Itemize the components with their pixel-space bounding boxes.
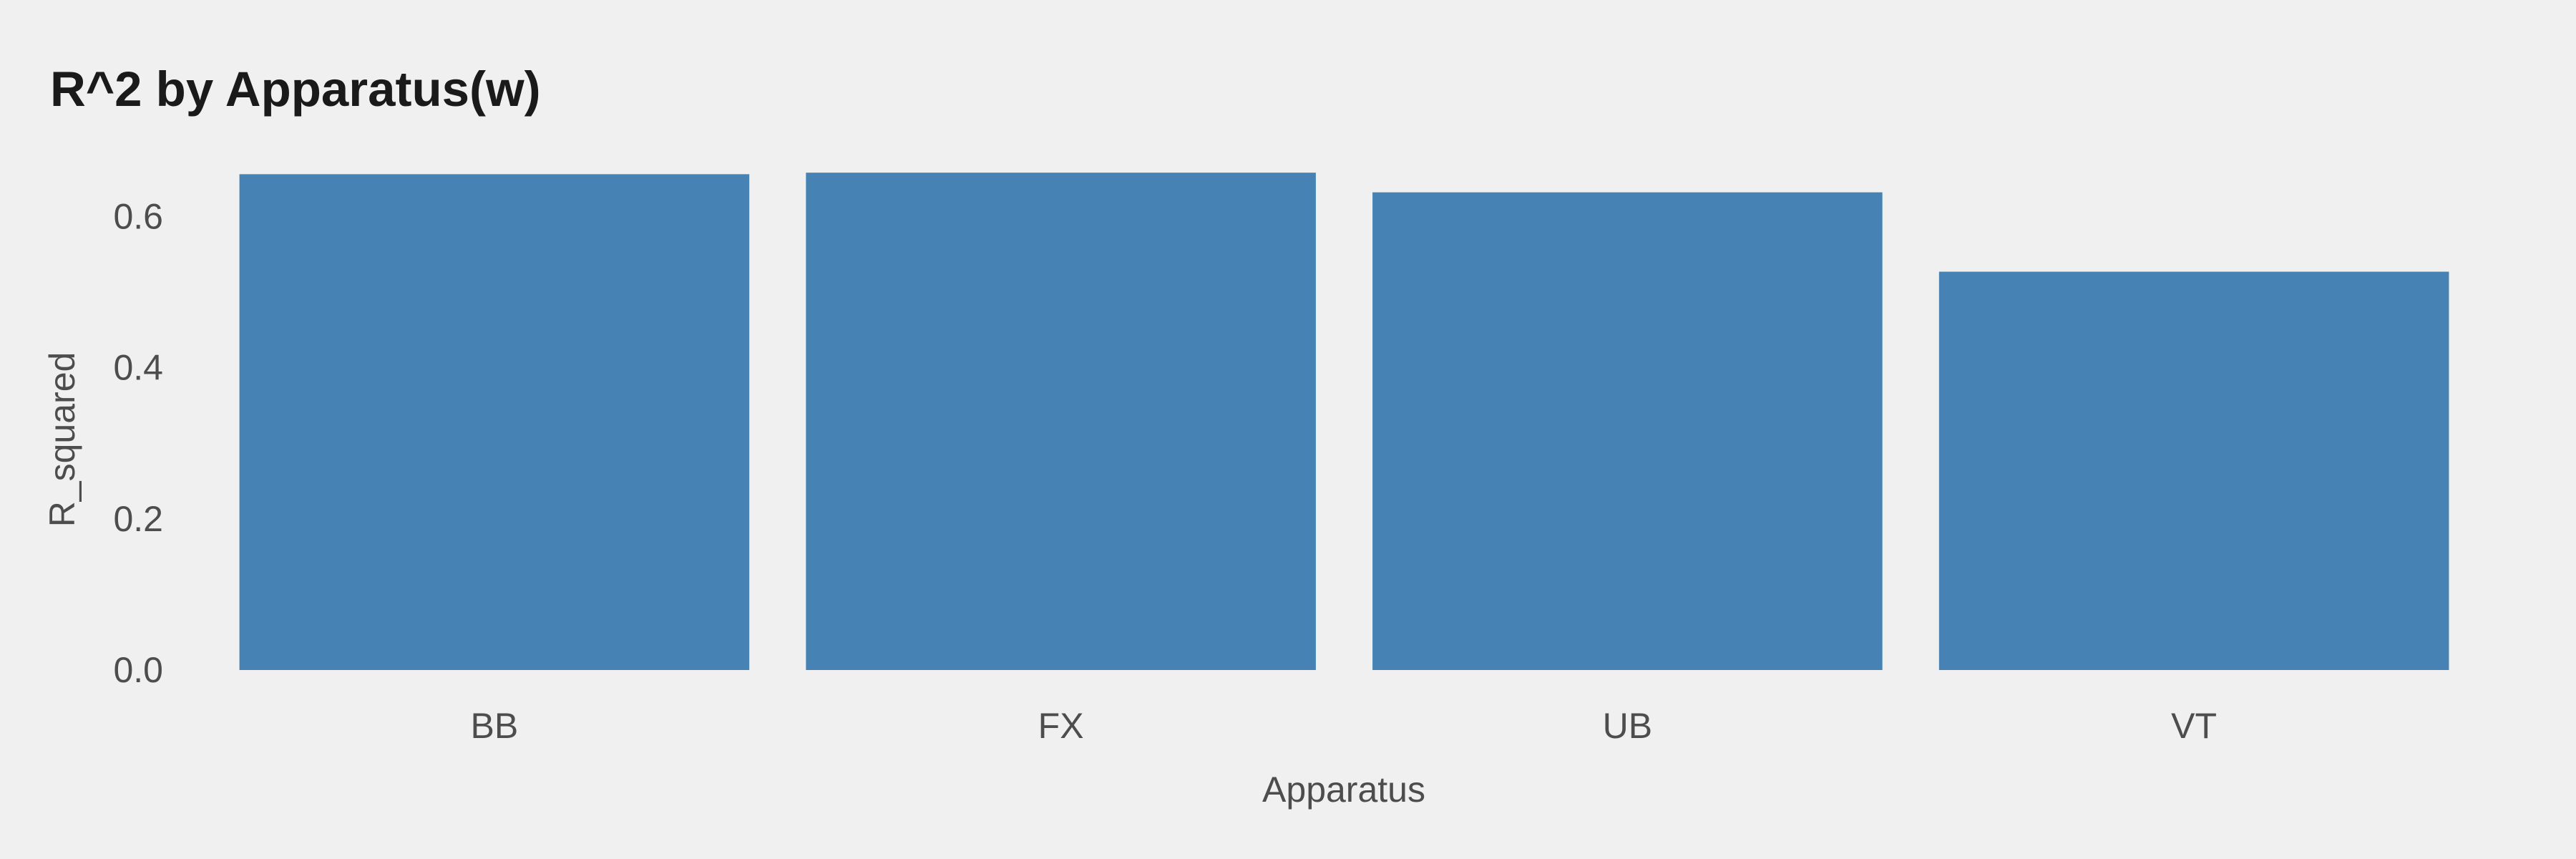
y-tick-label: 0.2: [113, 499, 163, 539]
x-tick-label: UB: [1603, 706, 1652, 746]
x-tick-label: VT: [2171, 706, 2217, 746]
y-axis: 0.0 0.2 0.4 0.6: [113, 196, 163, 690]
x-tick-label: BB: [471, 706, 519, 746]
y-tick-label: 0.4: [113, 348, 163, 388]
bar-vt: [1938, 271, 2449, 670]
bar-fx: [806, 173, 1316, 670]
bar-bb: [239, 174, 750, 670]
x-axis-title: Apparatus: [1262, 770, 1425, 810]
y-axis-title: R_squared: [42, 352, 82, 528]
y-tick-label: 0.0: [113, 650, 163, 690]
x-axis: BB FX UB VT: [471, 706, 2218, 746]
bars-group: [239, 173, 2449, 670]
x-tick-label: FX: [1038, 706, 1084, 746]
y-tick-label: 0.6: [113, 196, 163, 236]
chart-title: R^2 by Apparatus(w): [50, 62, 541, 117]
bar-ub: [1372, 192, 1883, 670]
